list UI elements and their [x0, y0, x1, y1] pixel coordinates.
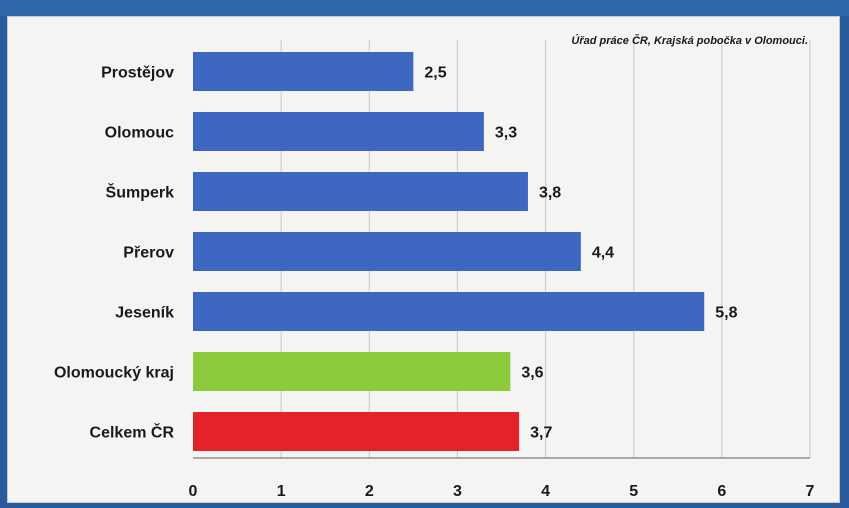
category-label: Šumperk — [106, 183, 175, 202]
category-label: Celkem ČR — [90, 423, 175, 442]
x-tick-label: 6 — [717, 483, 726, 500]
bar — [193, 292, 705, 331]
category-label: Přerov — [123, 245, 174, 262]
header-band — [0, 0, 849, 16]
category-label: Prostějov — [101, 65, 174, 82]
bar — [193, 412, 520, 451]
x-axis-ticks: 0 1 2 3 4 5 6 7 — [189, 483, 815, 500]
bar — [193, 112, 484, 151]
bars — [193, 52, 705, 451]
value-label: 2,5 — [424, 65, 446, 82]
x-tick-label: 3 — [453, 483, 462, 500]
category-label: Jeseník — [115, 305, 174, 322]
category-labels: Prostějov Olomouc Šumperk Přerov Jeseník Olom… — [54, 65, 174, 442]
value-label: 3,6 — [521, 365, 543, 382]
bar — [193, 52, 414, 91]
bar — [193, 232, 581, 271]
value-label: 4,4 — [592, 245, 614, 262]
source-note: Úřad práce ČR, Krajská pobočka v Olomouc… — [571, 34, 808, 47]
x-tick-label: 7 — [806, 483, 815, 500]
category-label: Olomouc — [105, 125, 174, 142]
value-labels: 2,5 3,3 3,8 4,4 5,8 3,6 3,7 — [424, 65, 737, 442]
x-tick-label: 2 — [365, 483, 374, 500]
bar — [193, 172, 528, 211]
x-tick-label: 5 — [629, 483, 638, 500]
value-label: 3,7 — [530, 425, 552, 442]
value-label: 3,8 — [539, 185, 561, 202]
bar — [193, 352, 511, 391]
x-tick-label: 1 — [277, 483, 286, 500]
value-label: 5,8 — [715, 305, 737, 322]
value-label: 3,3 — [495, 125, 517, 142]
category-label: Olomoucký kraj — [54, 365, 174, 382]
x-tick-label: 0 — [189, 483, 198, 500]
x-tick-label: 4 — [541, 483, 550, 500]
